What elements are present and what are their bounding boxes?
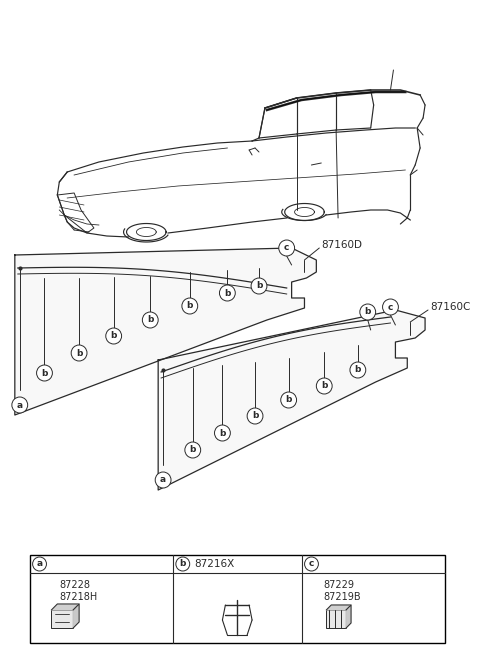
Text: b: b: [110, 331, 117, 341]
Text: a: a: [17, 400, 23, 409]
Text: 87216X: 87216X: [195, 559, 235, 569]
Polygon shape: [158, 310, 425, 490]
Text: b: b: [219, 428, 226, 438]
Circle shape: [279, 240, 295, 256]
Text: b: b: [364, 307, 371, 316]
Text: b: b: [224, 288, 230, 297]
Circle shape: [33, 557, 47, 571]
Text: c: c: [388, 303, 393, 312]
Circle shape: [219, 285, 235, 301]
Text: b: b: [190, 445, 196, 455]
Circle shape: [71, 345, 87, 361]
Text: b: b: [187, 301, 193, 310]
Bar: [326, 610, 346, 628]
Circle shape: [143, 312, 158, 328]
Text: 87160C: 87160C: [430, 302, 470, 312]
Text: b: b: [147, 316, 154, 324]
Circle shape: [350, 362, 366, 378]
Text: c: c: [309, 559, 314, 569]
Text: b: b: [286, 396, 292, 405]
Text: b: b: [321, 381, 327, 390]
Polygon shape: [15, 248, 316, 415]
Circle shape: [176, 557, 190, 571]
Circle shape: [305, 557, 318, 571]
Circle shape: [215, 425, 230, 441]
Text: b: b: [180, 559, 186, 569]
Circle shape: [360, 304, 376, 320]
Text: b: b: [76, 348, 82, 358]
Text: 87218H: 87218H: [60, 592, 97, 602]
Circle shape: [106, 328, 121, 344]
Circle shape: [247, 408, 263, 424]
Bar: [51, 610, 73, 628]
Text: 87228: 87228: [60, 580, 90, 590]
Polygon shape: [326, 605, 351, 610]
Bar: [30, 555, 445, 643]
Text: 87160D: 87160D: [321, 240, 362, 250]
Polygon shape: [346, 605, 351, 628]
Text: c: c: [284, 244, 289, 252]
Circle shape: [281, 392, 297, 408]
Circle shape: [185, 442, 201, 458]
Polygon shape: [51, 604, 79, 610]
Polygon shape: [73, 604, 79, 628]
Circle shape: [12, 397, 28, 413]
Circle shape: [182, 298, 198, 314]
Text: b: b: [41, 369, 48, 377]
Text: 87219B: 87219B: [324, 592, 361, 602]
Text: a: a: [36, 559, 43, 569]
Circle shape: [36, 365, 52, 381]
Circle shape: [383, 299, 398, 315]
Text: b: b: [256, 282, 262, 291]
Text: a: a: [160, 476, 166, 485]
Circle shape: [316, 378, 332, 394]
Circle shape: [155, 472, 171, 488]
Text: b: b: [355, 365, 361, 375]
Circle shape: [251, 278, 267, 294]
Text: b: b: [252, 411, 258, 421]
Text: 87229: 87229: [324, 580, 354, 590]
